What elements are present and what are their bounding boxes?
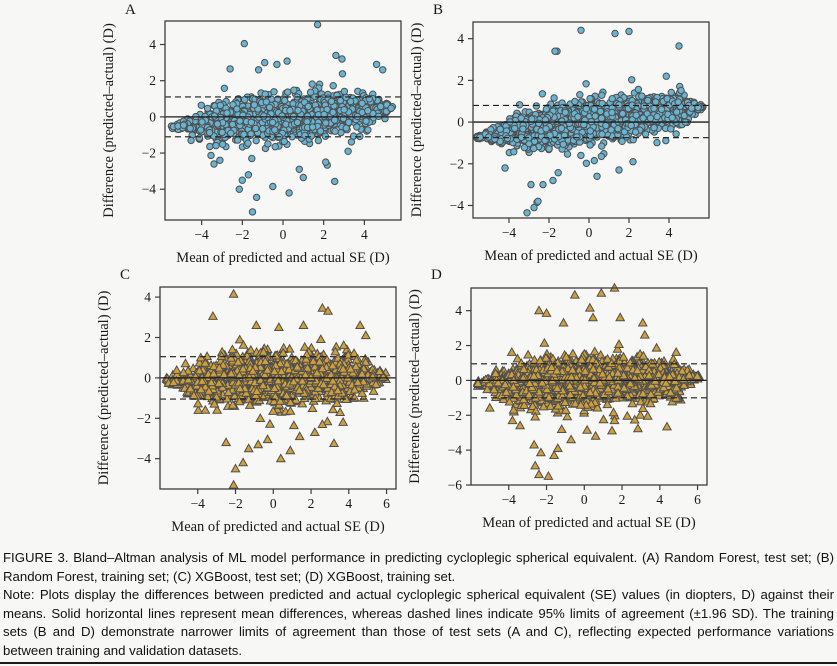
svg-text:−2: −2: [137, 411, 151, 426]
plot-frame: [472, 21, 710, 219]
svg-text:0: 0: [149, 109, 156, 124]
svg-text:6: 6: [383, 496, 390, 511]
svg-text:−4: −4: [448, 443, 463, 458]
svg-text:−2: −2: [450, 156, 464, 171]
svg-text:−6: −6: [448, 478, 463, 493]
svg-text:2: 2: [308, 496, 315, 511]
scatter-points: [473, 26, 707, 217]
svg-text:4: 4: [455, 303, 462, 318]
x-axis-label: Mean of predicted and actual SE (D): [484, 248, 698, 264]
scatter-points: [167, 20, 397, 216]
svg-text:0: 0: [270, 496, 277, 511]
scatter-points: [161, 288, 391, 489]
svg-text:−2: −2: [448, 408, 462, 423]
svg-text:−2: −2: [228, 496, 242, 511]
bland-altman-figure: −4 −2 0 2 4 −4 −2 0 2 4 A Mean of predicted and act…: [96, 2, 710, 535]
x-axis-label: Mean of predicted and actual SE (D): [171, 519, 385, 535]
figure-note-text: Note: Plots display the differences betw…: [3, 587, 834, 658]
svg-text:2: 2: [149, 73, 156, 88]
figure-caption: FIGURE 3. Bland–Altman analysis of ML mo…: [0, 549, 837, 661]
y-axis-label: Difference (predicted–actual) (D): [409, 23, 425, 218]
svg-text:2: 2: [144, 330, 151, 345]
svg-text:4: 4: [345, 496, 352, 511]
plot-panel-d: −4 −2 0 2 4 6 −6 −4 −2 0 2 4 D Mean of predicted and …: [407, 267, 708, 531]
panel-letter: A: [125, 2, 136, 18]
panel-letter: B: [433, 2, 443, 18]
scatter-points: [472, 282, 705, 480]
svg-text:−4: −4: [142, 182, 157, 197]
svg-text:−2: −2: [235, 227, 249, 242]
x-axis-label: Mean of predicted and actual SE (D): [176, 250, 390, 266]
svg-text:2: 2: [320, 227, 327, 242]
plot-frame: [164, 20, 402, 221]
plot-frame: [470, 287, 708, 486]
svg-text:−4: −4: [502, 225, 517, 240]
y-axis-ticks: −4 −2 0 2 4: [450, 31, 473, 213]
y-axis-label: Difference (predicted–actual) (D): [101, 23, 117, 218]
svg-text:−2: −2: [542, 225, 556, 240]
y-axis-ticks: −4 −2 0 2 4: [142, 37, 165, 197]
bottom-rule: [0, 662, 837, 664]
plot-frame: [159, 286, 397, 490]
svg-text:0: 0: [144, 370, 151, 385]
x-axis-ticks: −4 −2 0 2 4 6: [191, 489, 390, 511]
figure-caption-text: FIGURE 3. Bland–Altman analysis of ML mo…: [3, 550, 834, 584]
svg-text:−4: −4: [137, 451, 152, 466]
svg-text:4: 4: [457, 31, 464, 46]
svg-text:0: 0: [280, 227, 287, 242]
svg-text:2: 2: [455, 338, 462, 353]
y-axis-ticks: −6 −4 −2 0 2 4: [448, 303, 471, 493]
panel-letter: C: [120, 267, 130, 283]
x-axis-ticks: −4 −2 0 2 4: [194, 220, 368, 242]
svg-text:4: 4: [144, 290, 151, 305]
panel-letter: D: [431, 267, 442, 283]
x-axis-ticks: −4 −2 0 2 4: [502, 218, 673, 240]
x-axis-label: Mean of predicted and actual SE (D): [482, 515, 696, 531]
svg-text:6: 6: [694, 492, 701, 507]
svg-text:0: 0: [586, 225, 593, 240]
svg-text:2: 2: [457, 73, 464, 88]
plot-panel-a: −4 −2 0 2 4 −4 −2 0 2 4 A Mean of predicted and act…: [101, 2, 402, 266]
svg-text:−4: −4: [194, 227, 209, 242]
svg-text:0: 0: [581, 492, 588, 507]
svg-text:−4: −4: [502, 492, 517, 507]
svg-text:0: 0: [457, 115, 464, 130]
svg-text:4: 4: [656, 492, 663, 507]
svg-text:4: 4: [666, 225, 673, 240]
svg-text:0: 0: [455, 373, 462, 388]
svg-text:−4: −4: [191, 496, 206, 511]
svg-text:4: 4: [149, 37, 156, 52]
y-axis-ticks: −4 −2 0 2 4: [137, 290, 160, 466]
svg-text:−2: −2: [539, 492, 553, 507]
svg-text:−2: −2: [142, 146, 156, 161]
svg-text:−4: −4: [450, 198, 465, 213]
svg-text:2: 2: [619, 492, 626, 507]
y-axis-label: Difference (predicted–actual) (D): [407, 289, 423, 484]
svg-text:2: 2: [626, 225, 633, 240]
y-axis-label: Difference (predicted–actual) (D): [96, 291, 112, 486]
svg-text:4: 4: [361, 227, 368, 242]
x-axis-ticks: −4 −2 0 2 4 6: [502, 485, 701, 507]
